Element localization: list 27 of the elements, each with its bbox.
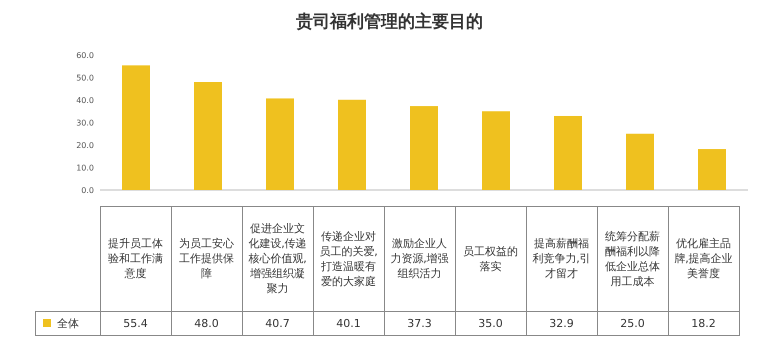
data-label: 40.1 [313, 311, 384, 335]
y-tick-label: 40.0 [76, 96, 94, 105]
data-label: 18.2 [668, 311, 739, 335]
y-tick-label: 10.0 [76, 164, 94, 172]
legend-label: 全体 [36, 311, 100, 335]
x-tick-label: 传递企业对员工的关爱,打造温暖有爱的大家庭 [313, 206, 384, 311]
data-label: 48.0 [171, 311, 242, 335]
data-label: 25.0 [597, 311, 668, 335]
x-tick-label: 员工权益的落实 [455, 206, 526, 311]
x-tick-label: 提升员工体验和工作满意度 [100, 206, 171, 311]
x-tick-label: 促进企业文化建设,传递核心价值观,增强组织凝聚力 [242, 206, 313, 311]
y-tick-label: 60.0 [76, 51, 94, 60]
y-tick-label: 20.0 [76, 141, 94, 150]
data-label: 35.0 [455, 311, 526, 335]
x-tick-label: 激励企业人力资源,增强组织活力 [384, 206, 455, 311]
x-tick-label: 统筹分配薪酬福利以降低企业总体用工成本 [597, 206, 668, 311]
data-label: 40.7 [242, 311, 313, 335]
y-tick-label: 30.0 [76, 118, 94, 128]
data-label: 32.9 [526, 311, 597, 335]
y-tick-label: 0.0 [81, 186, 94, 195]
x-tick-label: 提高薪酬福利竞争力,引才留才 [526, 206, 597, 311]
x-tick-label: 优化雇主品牌,提高企业美誉度 [668, 206, 739, 311]
y-tick-label: 50.0 [76, 74, 94, 82]
data-label: 55.4 [100, 311, 171, 335]
x-tick-label: 为员工安心工作提供保障 [171, 206, 242, 311]
data-label: 37.3 [384, 311, 455, 335]
chart-title: 贵司福利管理的主要目的 [295, 11, 484, 33]
